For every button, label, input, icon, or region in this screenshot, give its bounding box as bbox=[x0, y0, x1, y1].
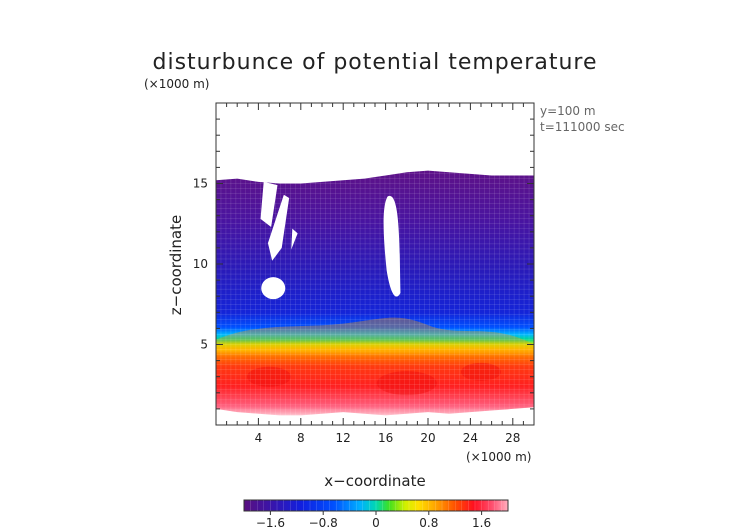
warm-core-0 bbox=[247, 366, 291, 387]
annotation-y: y=100 m bbox=[540, 104, 596, 118]
x-axis-label: x−coordinate bbox=[324, 472, 425, 490]
blank-region-0 bbox=[260, 181, 278, 227]
warm-core-1 bbox=[376, 371, 437, 396]
blank-region-bubble bbox=[261, 277, 286, 300]
axis-ticks: 4 8 12 16 20 24 28 5 10 15 bbox=[193, 103, 534, 445]
y-tick-label: 5 bbox=[200, 338, 208, 352]
x-tick-label: 28 bbox=[505, 431, 520, 445]
colorbar: −1.6 −0.8 0 0.8 1.6 bbox=[243, 499, 509, 530]
y-tick-label: 10 bbox=[193, 257, 208, 271]
x-tick-label: 24 bbox=[463, 431, 478, 445]
y-tick-label: 15 bbox=[193, 177, 208, 191]
z-axis-unit: (×1000 m) bbox=[144, 77, 209, 91]
colorbar-tick-label: 0.8 bbox=[419, 516, 438, 530]
transition-wave bbox=[216, 317, 534, 353]
warm-core-2 bbox=[461, 362, 501, 381]
y-axis-label: z−coordinate bbox=[167, 215, 185, 315]
annotation-t: t=111000 sec bbox=[540, 120, 625, 134]
x-tick-label: 12 bbox=[336, 431, 351, 445]
colorbar-tick-label: 1.6 bbox=[472, 516, 491, 530]
x-tick-label: 20 bbox=[420, 431, 435, 445]
heatmap-field bbox=[216, 103, 534, 425]
blank-region-1 bbox=[267, 194, 290, 261]
x-tick-label: 16 bbox=[378, 431, 393, 445]
x-tick-label: 8 bbox=[297, 431, 305, 445]
blank-region-2 bbox=[291, 228, 298, 250]
colorbar-tick-label: −1.6 bbox=[256, 516, 285, 530]
blank-region-column bbox=[383, 195, 401, 297]
colorbar-tick-label: 0 bbox=[372, 516, 380, 530]
x-tick-label: 4 bbox=[255, 431, 263, 445]
colorbar-tick-label: −0.8 bbox=[309, 516, 338, 530]
chart-title: disturbunce of potential temperature bbox=[153, 50, 598, 75]
x-axis-unit: (×1000 m) bbox=[466, 450, 531, 464]
